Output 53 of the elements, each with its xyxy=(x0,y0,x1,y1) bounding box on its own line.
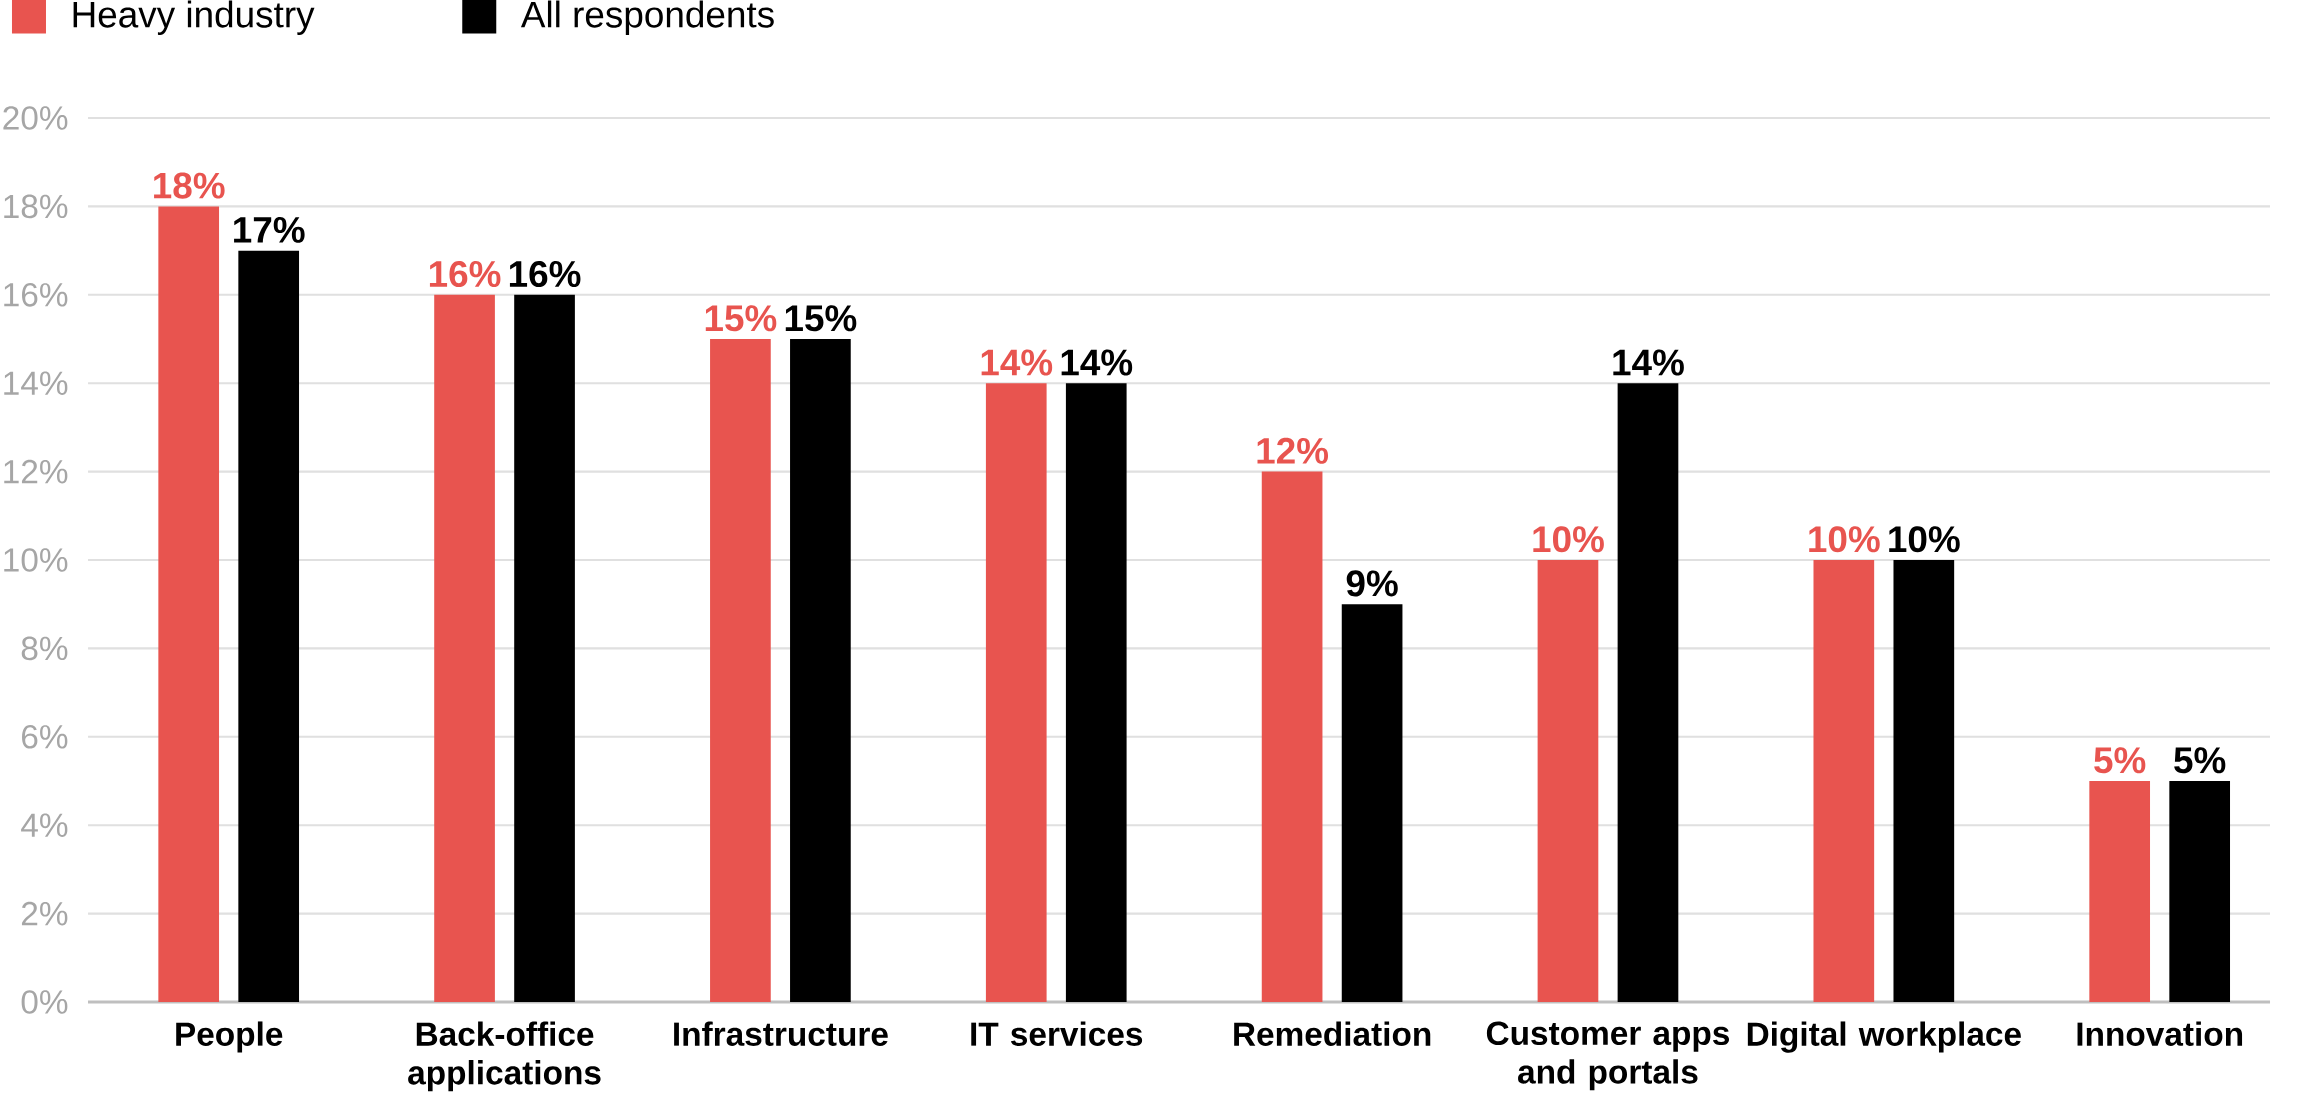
y-tick-label: 6% xyxy=(22,724,68,749)
y-tick-label: 20% xyxy=(3,106,68,130)
bar xyxy=(1617,383,1679,1002)
y-tick-label: 12% xyxy=(4,459,68,484)
data-label: 14% xyxy=(1613,349,1684,376)
data-label: 10% xyxy=(1533,526,1604,553)
data-label: 16% xyxy=(509,260,581,288)
x-tick-label: Back-office applications xyxy=(408,1021,601,1092)
y-tick-label: 2% xyxy=(21,901,68,926)
x-tick-label: Digital workplace xyxy=(1747,1021,2021,1053)
data-label: 14% xyxy=(981,349,1053,376)
data-label: 5% xyxy=(2174,747,2226,774)
bar xyxy=(2089,781,2151,1002)
data-label: 12% xyxy=(1257,437,1329,464)
bar xyxy=(2169,781,2231,1002)
x-tick-label: Remediation xyxy=(1234,1021,1431,1046)
data-label: 14% xyxy=(1061,349,1133,376)
bar xyxy=(710,339,771,1002)
bar xyxy=(1893,560,1955,1002)
y-tick-label: 18% xyxy=(4,194,68,219)
bar xyxy=(1537,560,1599,1002)
x-tick-label: Infrastructure xyxy=(674,1021,888,1046)
y-tick-label: 8% xyxy=(21,636,68,661)
data-label: 16% xyxy=(429,260,501,288)
x-tick-label: IT services xyxy=(971,1021,1143,1046)
y-tick-label: 14% xyxy=(4,371,68,395)
y-tick-label: 16% xyxy=(4,282,68,307)
y-tick-label: 10% xyxy=(4,548,68,572)
data-label: 18% xyxy=(154,172,225,199)
x-tick-label: People xyxy=(176,1021,283,1053)
x-tick-label: Innovation xyxy=(2077,1021,2243,1046)
bar xyxy=(1261,471,1323,1002)
bar xyxy=(238,250,300,1002)
bar xyxy=(1341,604,1403,1002)
bar xyxy=(514,294,575,1002)
bar xyxy=(158,206,220,1002)
legend-label: All respondents xyxy=(520,0,774,35)
data-label: 5% xyxy=(2094,747,2146,774)
y-tick-label: 4% xyxy=(21,813,68,837)
bar xyxy=(1813,560,1875,1002)
data-label: 17% xyxy=(234,216,305,243)
data-label: 15% xyxy=(705,305,777,332)
data-label: 9% xyxy=(1346,570,1398,597)
legend-label: Heavy industry xyxy=(73,0,315,35)
bar xyxy=(1065,383,1127,1002)
data-label: 15% xyxy=(785,305,857,332)
bar xyxy=(985,383,1047,1002)
x-tick-label: Customer apps and portals xyxy=(1486,1021,1730,1091)
bar xyxy=(434,294,495,1002)
data-label: 10% xyxy=(1809,526,1880,553)
y-tick-label: 0% xyxy=(21,990,68,1014)
data-label: 10% xyxy=(1889,526,1960,553)
bar xyxy=(790,339,851,1002)
